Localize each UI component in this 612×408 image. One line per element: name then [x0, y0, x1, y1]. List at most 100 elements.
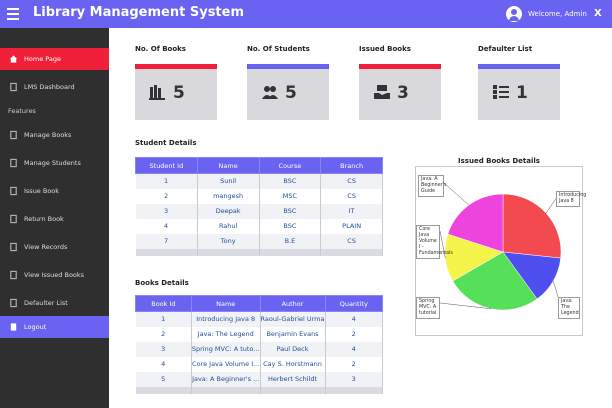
table-row[interactable]: 2 mangesh MSC CS: [135, 188, 383, 204]
column-header[interactable]: Student Id: [135, 157, 198, 174]
pie-leader-line: [439, 302, 491, 309]
pie-slice[interactable]: [452, 251, 538, 311]
table-cell: 3: [135, 341, 192, 357]
student-details-table: Student Id Name Course Branch 1 Sunil BS…: [135, 157, 383, 256]
app-header: Library Management System Welcome, Admin…: [0, 0, 612, 28]
card-value: 3: [397, 83, 409, 103]
sidebar-item-dashboard[interactable]: LMS Dashboard: [0, 76, 109, 98]
sidebar-item-issue-book[interactable]: Issue Book: [0, 180, 109, 202]
table-cell: BSC: [259, 218, 322, 234]
table-row[interactable]: 4 Core Java Volume I... Cay S. Horstmann…: [135, 356, 383, 372]
sidebar-item-label: Return Book: [24, 215, 64, 223]
books-details-table: Book Id Name Author Quantity 1 Introduci…: [135, 295, 383, 394]
table-cell: Paul Deck: [260, 341, 326, 357]
card-title-issued: Issued Books: [359, 45, 411, 53]
sidebar-item-view-issued-books[interactable]: View Issued Books: [0, 264, 109, 286]
pie-leader-line: [443, 182, 470, 206]
table-cell: Herbert Schildt: [260, 371, 326, 387]
sidebar-item-manage-books[interactable]: Manage Books: [0, 124, 109, 146]
table-row[interactable]: 4 Rahul BSC PLAIN: [135, 218, 383, 234]
sidebar-item-label: Home Page: [24, 55, 61, 63]
table-cell: Cay S. Horstmann: [260, 356, 326, 372]
table-cell: 2: [325, 356, 383, 372]
table-cell: Sunil: [197, 173, 260, 189]
pie-slice[interactable]: [502, 193, 562, 259]
sidebar-item-logout[interactable]: Logout: [0, 316, 109, 338]
sidebar-item-defaulter-list[interactable]: Defaulter List: [0, 292, 109, 314]
column-header[interactable]: Quantity: [324, 295, 383, 312]
column-header[interactable]: Course: [258, 157, 322, 174]
table-cell: 4: [325, 311, 383, 327]
table-row[interactable]: 3 Deepak BSC IT: [135, 203, 383, 219]
table-cell: 5: [135, 371, 192, 387]
table-cell: 2: [325, 326, 383, 342]
pie-leader-line: [439, 230, 446, 259]
sidebar-item-label: Defaulter List: [24, 299, 68, 307]
table-cell: CS: [320, 173, 383, 189]
card-accent-bar: [359, 64, 441, 69]
sidebar-item-label: Logout: [24, 323, 47, 331]
table-row[interactable]: 1 Introducing Java 8 Raoul-Gabriel Urma …: [135, 311, 383, 327]
menu-icon[interactable]: [7, 8, 19, 20]
card-accent-bar: [478, 64, 560, 69]
pie-callout: Core Java Volume I - Fundamentals: [416, 225, 453, 259]
defaulter-list-icon: [493, 85, 509, 99]
table-row[interactable]: 5 Java: A Beginner's ... Herbert Schildt…: [135, 371, 383, 387]
column-header[interactable]: Branch: [320, 157, 383, 174]
table-cell: Core Java Volume I...: [191, 356, 261, 372]
card-title-defaulter: Defaulter List: [478, 45, 533, 53]
table-row[interactable]: 1 Sunil BSC CS: [135, 173, 383, 189]
card-accent-bar: [135, 64, 217, 69]
card-value: 5: [285, 83, 297, 103]
issued-books-chart: Java: A Beginner's Guide Introducing Jav…: [415, 166, 586, 336]
pie-leader-line: [545, 196, 558, 214]
table-footer: [135, 248, 383, 256]
defaulter-icon: [10, 298, 17, 308]
student-icon: [10, 158, 17, 168]
sidebar-item-manage-students[interactable]: Manage Students: [0, 152, 109, 174]
table-cell: Tony: [197, 233, 260, 249]
pie-callout: Java: A Beginner's Guide: [418, 175, 446, 197]
table-cell: IT: [320, 203, 383, 219]
table-row[interactable]: 3 Spring MVC: A tuto... Paul Deck 4: [135, 341, 383, 357]
table-cell: MSC: [259, 188, 322, 204]
stat-card-students: 5: [247, 64, 329, 120]
table-cell: 7: [135, 233, 198, 249]
table-cell: 3: [325, 371, 383, 387]
chart-title: Issued Books Details: [458, 157, 540, 165]
table-row[interactable]: 2 Java: The Legend Benjamin Evans 2: [135, 326, 383, 342]
sidebar-item-label: Issue Book: [24, 187, 60, 195]
table-cell: Java: The Legend: [191, 326, 261, 342]
sidebar-item-label: Manage Students: [24, 159, 81, 167]
issued-books-icon: [374, 85, 390, 99]
table-cell: 4: [135, 218, 198, 234]
table-cell: PLAIN: [320, 218, 383, 234]
column-header[interactable]: Name: [190, 295, 261, 312]
avatar-icon[interactable]: [506, 6, 522, 22]
records-icon: [10, 242, 17, 252]
table-cell: B.E: [259, 233, 322, 249]
column-header[interactable]: Author: [259, 295, 326, 312]
sidebar-item-return-book[interactable]: Return Book: [0, 208, 109, 230]
table-row[interactable]: 7 Tony B.E CS: [135, 233, 383, 249]
sidebar-item-label: Manage Books: [24, 131, 72, 139]
table-cell: 4: [135, 356, 192, 372]
pie-callout: Java: The Legend: [558, 297, 580, 319]
book-icon: [10, 130, 17, 140]
sidebar: Home Page LMS Dashboard Features Manage …: [0, 28, 109, 408]
column-header[interactable]: Name: [196, 157, 260, 174]
sidebar-item-view-records[interactable]: View Records: [0, 236, 109, 258]
student-details-title: Student Details: [135, 139, 197, 147]
table-cell: CS: [320, 188, 383, 204]
column-header[interactable]: Book Id: [135, 295, 192, 312]
table-cell: mangesh: [197, 188, 260, 204]
pie-chart-svg: [439, 182, 562, 311]
close-icon[interactable]: X: [594, 8, 602, 19]
table-cell: 4: [325, 341, 383, 357]
sidebar-item-home[interactable]: Home Page: [0, 48, 109, 70]
table-cell: Deepak: [197, 203, 260, 219]
home-icon: [9, 55, 18, 63]
table-header-row: Student Id Name Course Branch: [135, 157, 383, 174]
card-value: 5: [173, 83, 185, 103]
card-title-books: No. Of Books: [135, 45, 186, 53]
